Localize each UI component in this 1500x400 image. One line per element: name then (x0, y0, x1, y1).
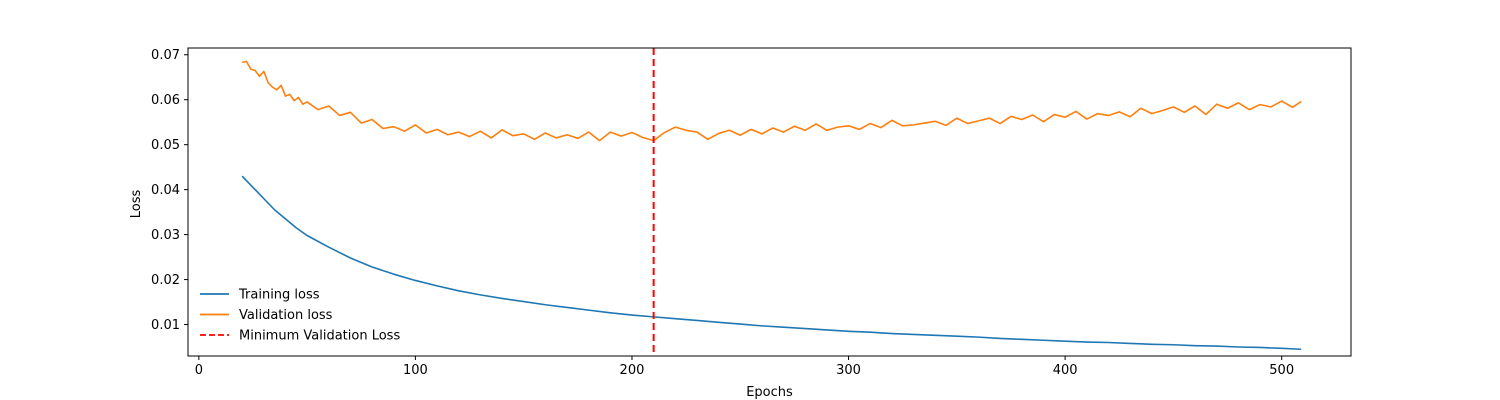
y-axis: 0.01 0.02 0.03 0.04 0.05 0.06 0.07 (151, 48, 188, 333)
x-tick-label: 500 (1269, 363, 1294, 378)
legend-label: Training loss (238, 288, 320, 303)
y-tick-label: 0.02 (151, 273, 180, 288)
series-line-training-loss (241, 175, 1302, 351)
y-tick-label: 0.01 (151, 318, 180, 333)
x-tick-label: 100 (403, 363, 428, 378)
x-tick-label: 0 (195, 363, 203, 378)
x-axis-label: Epochs (746, 385, 793, 400)
x-tick-label: 400 (1053, 363, 1078, 378)
x-tick-label: 200 (620, 363, 645, 378)
y-tick-label: 0.03 (151, 228, 180, 243)
series-line-validation-loss (241, 60, 1302, 142)
y-tick-label: 0.05 (151, 138, 180, 153)
legend-label: Validation loss (239, 308, 333, 323)
plot-frame (187, 47, 1352, 357)
plot-area (241, 48, 1302, 356)
x-tick-label: 300 (836, 363, 861, 378)
y-axis-label: Loss (129, 190, 144, 219)
x-axis: 0 100 200 300 400 500 (195, 356, 1294, 378)
y-tick-label: 0.04 (151, 183, 180, 198)
y-tick-label: 0.07 (151, 48, 180, 63)
y-tick-label: 0.06 (151, 93, 180, 108)
legend: Training loss Validation loss Minimum Vali… (200, 288, 400, 344)
legend-label: Minimum Validation Loss (239, 329, 400, 344)
